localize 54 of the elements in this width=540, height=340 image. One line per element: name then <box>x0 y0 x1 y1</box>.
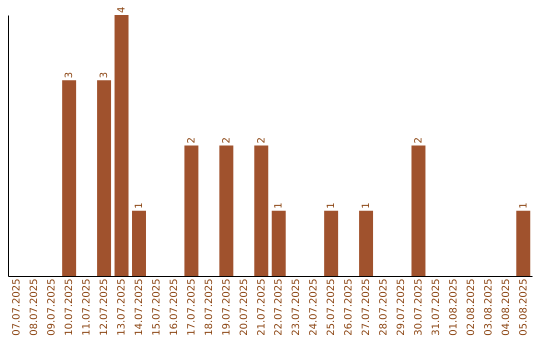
data-label: 1 <box>134 202 145 209</box>
bar <box>184 146 198 276</box>
x-tick-label: 05.08.2025 <box>518 278 530 336</box>
data-label: 3 <box>64 72 76 78</box>
data-label: 2 <box>221 137 232 144</box>
x-tick-label: 11.07.2025 <box>82 278 93 336</box>
data-label: 1 <box>274 202 285 209</box>
x-tick-label: 25.07.2025 <box>326 278 338 336</box>
bar <box>254 146 268 276</box>
x-tick-label: 15.07.2025 <box>151 278 162 336</box>
x-tick-label: 03.08.2025 <box>483 278 494 336</box>
x-tick-label: 24.07.2025 <box>308 278 320 336</box>
x-tick-label: 31.07.2025 <box>430 278 442 336</box>
bar <box>324 210 338 276</box>
data-label: 2 <box>186 137 198 144</box>
bar <box>272 210 286 276</box>
data-label: 3 <box>99 72 110 78</box>
data-label: 4 <box>116 6 128 13</box>
x-tick-label: 27.07.2025 <box>361 278 372 336</box>
x-tick-label: 04.08.2025 <box>500 278 512 336</box>
x-tick-label: 16.07.2025 <box>168 278 180 336</box>
x-tick-label: 17.07.2025 <box>186 278 198 336</box>
bar <box>62 80 76 276</box>
x-tick-label: 09.07.2025 <box>46 278 58 336</box>
x-tick-label: 22.07.2025 <box>274 278 285 336</box>
data-label: 1 <box>518 202 530 209</box>
x-tick-label: 13.07.2025 <box>116 278 128 336</box>
bar <box>516 210 530 276</box>
x-tick-label: 01.08.2025 <box>448 278 460 336</box>
bar <box>132 210 146 276</box>
bar <box>219 146 234 276</box>
x-tick-label: 26.07.2025 <box>344 278 355 336</box>
x-tick-label: 29.07.2025 <box>396 278 407 336</box>
x-tick-label: 21.07.2025 <box>256 278 268 336</box>
x-tick-label: 20.07.2025 <box>238 278 250 336</box>
x-tick-label: 02.08.2025 <box>466 278 477 336</box>
x-tick-label: 19.07.2025 <box>221 278 232 336</box>
x-tick-label: 28.07.2025 <box>378 278 390 336</box>
bar <box>97 80 112 276</box>
data-label: 1 <box>361 202 372 209</box>
x-tick-label: 30.07.2025 <box>413 278 424 336</box>
bar <box>411 146 426 276</box>
bar <box>359 210 374 276</box>
x-tick-label: 07.07.2025 <box>12 278 23 336</box>
x-tick-label: 14.07.2025 <box>134 278 145 336</box>
x-tick-label: 12.07.2025 <box>99 278 110 336</box>
x-tick-label: 18.07.2025 <box>204 278 215 336</box>
x-tick-label: 23.07.2025 <box>291 278 302 336</box>
x-tick-label: 08.07.2025 <box>29 278 40 336</box>
data-label: 2 <box>413 137 424 144</box>
x-tick-label: 10.07.2025 <box>64 278 76 336</box>
data-label: 2 <box>256 137 268 144</box>
bar <box>114 15 129 276</box>
data-label: 1 <box>326 202 338 209</box>
